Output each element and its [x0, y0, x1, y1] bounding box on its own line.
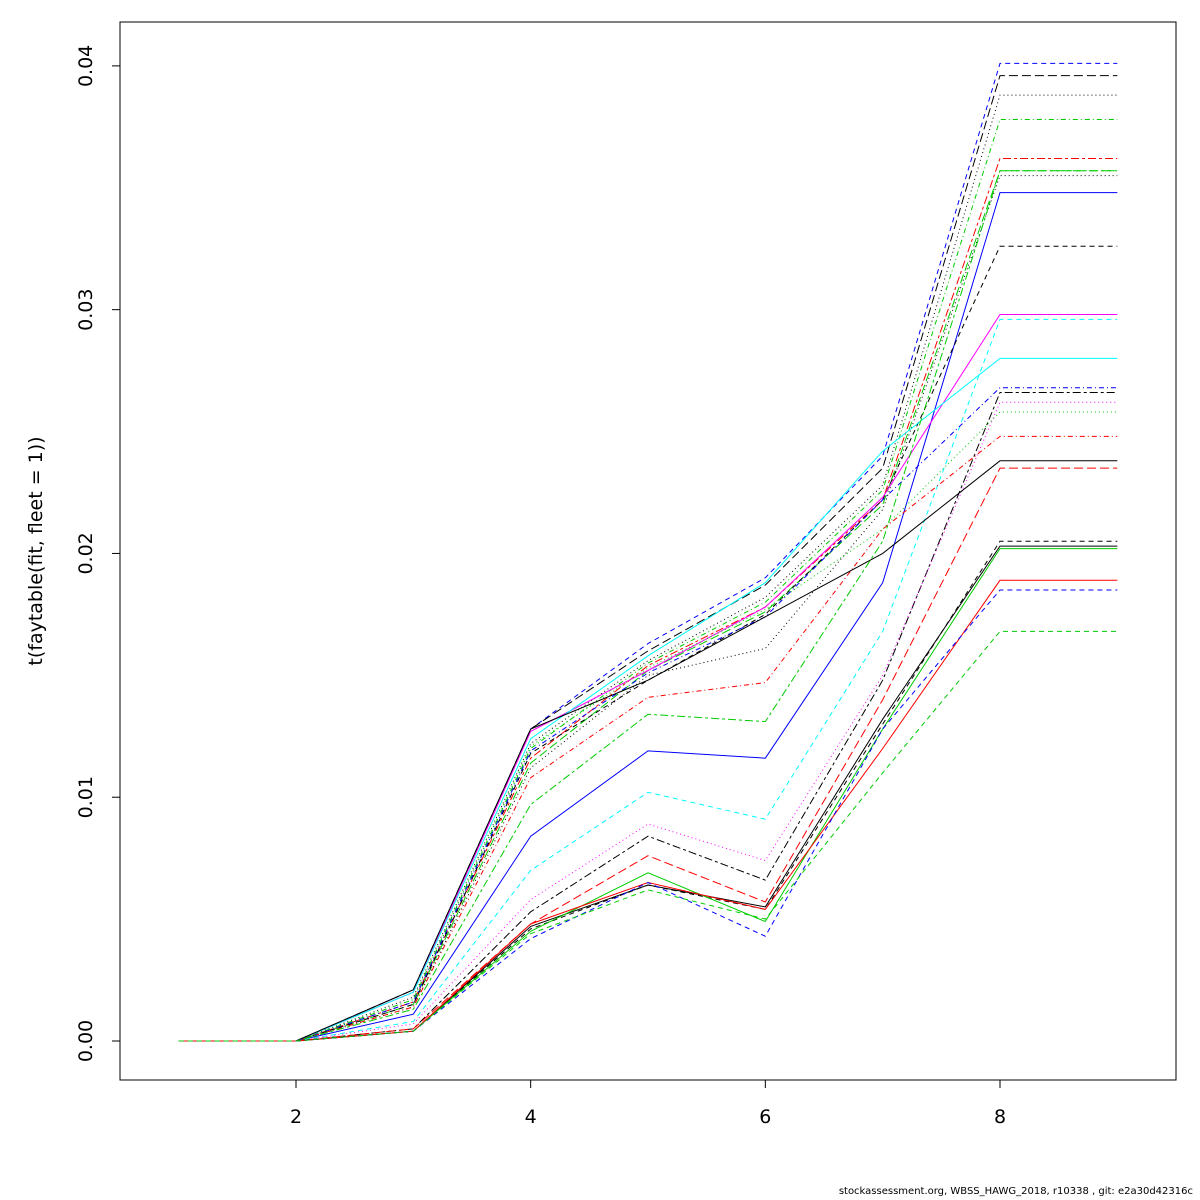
y-axis: 0.00 0.01 0.02 0.03 0.04 — [75, 45, 121, 1062]
series-line-21 — [178, 540, 1118, 1042]
series-line-26 — [178, 630, 1118, 1042]
y-tick-label-0.02: 0.02 — [75, 532, 97, 574]
plot-frame — [119, 21, 1177, 1081]
x-axis: 2 4 6 8 — [290, 1079, 1006, 1128]
series-line-5 — [178, 158, 1118, 1042]
series-line-17 — [178, 435, 1118, 1042]
series-line-1 — [178, 62, 1118, 1042]
series-layer — [178, 62, 1118, 1042]
series-line-19 — [178, 467, 1118, 1042]
series-line-20 — [178, 170, 1118, 1042]
series-line-14 — [178, 392, 1118, 1042]
y-tick-label-0.00: 0.00 — [75, 1020, 97, 1062]
y-tick-label-0.04: 0.04 — [75, 45, 97, 87]
footer-credit: stockassessment.org, WBSS_HAWG_2018, r10… — [838, 1186, 1193, 1197]
x-tick-label-8: 8 — [994, 1106, 1006, 1128]
series-line-2 — [178, 75, 1118, 1042]
series-line-12 — [178, 357, 1118, 1042]
x-tick-label-2: 2 — [290, 1106, 302, 1128]
series-line-22 — [178, 545, 1118, 1042]
series-line-7 — [178, 175, 1118, 1042]
series-line-15 — [178, 401, 1118, 1042]
series-line-3 — [178, 94, 1118, 1042]
series-line-11 — [178, 318, 1118, 1042]
series-line-8 — [178, 192, 1118, 1042]
y-axis-title: t(faytable(fit, fleet = 1)) — [25, 436, 47, 665]
y-tick-label-0.03: 0.03 — [75, 289, 97, 331]
series-line-23 — [178, 548, 1118, 1042]
series-line-10 — [178, 314, 1118, 1042]
x-tick-label-6: 6 — [759, 1106, 771, 1128]
y-tick-label-0.01: 0.01 — [75, 776, 97, 818]
series-line-4 — [178, 119, 1118, 1042]
series-line-24 — [178, 579, 1118, 1042]
series-line-6 — [178, 170, 1118, 1042]
series-line-16 — [178, 411, 1118, 1042]
series-line-25 — [178, 589, 1118, 1042]
series-line-18 — [178, 460, 1118, 1042]
series-line-13 — [178, 387, 1118, 1042]
x-tick-label-4: 4 — [525, 1106, 537, 1128]
